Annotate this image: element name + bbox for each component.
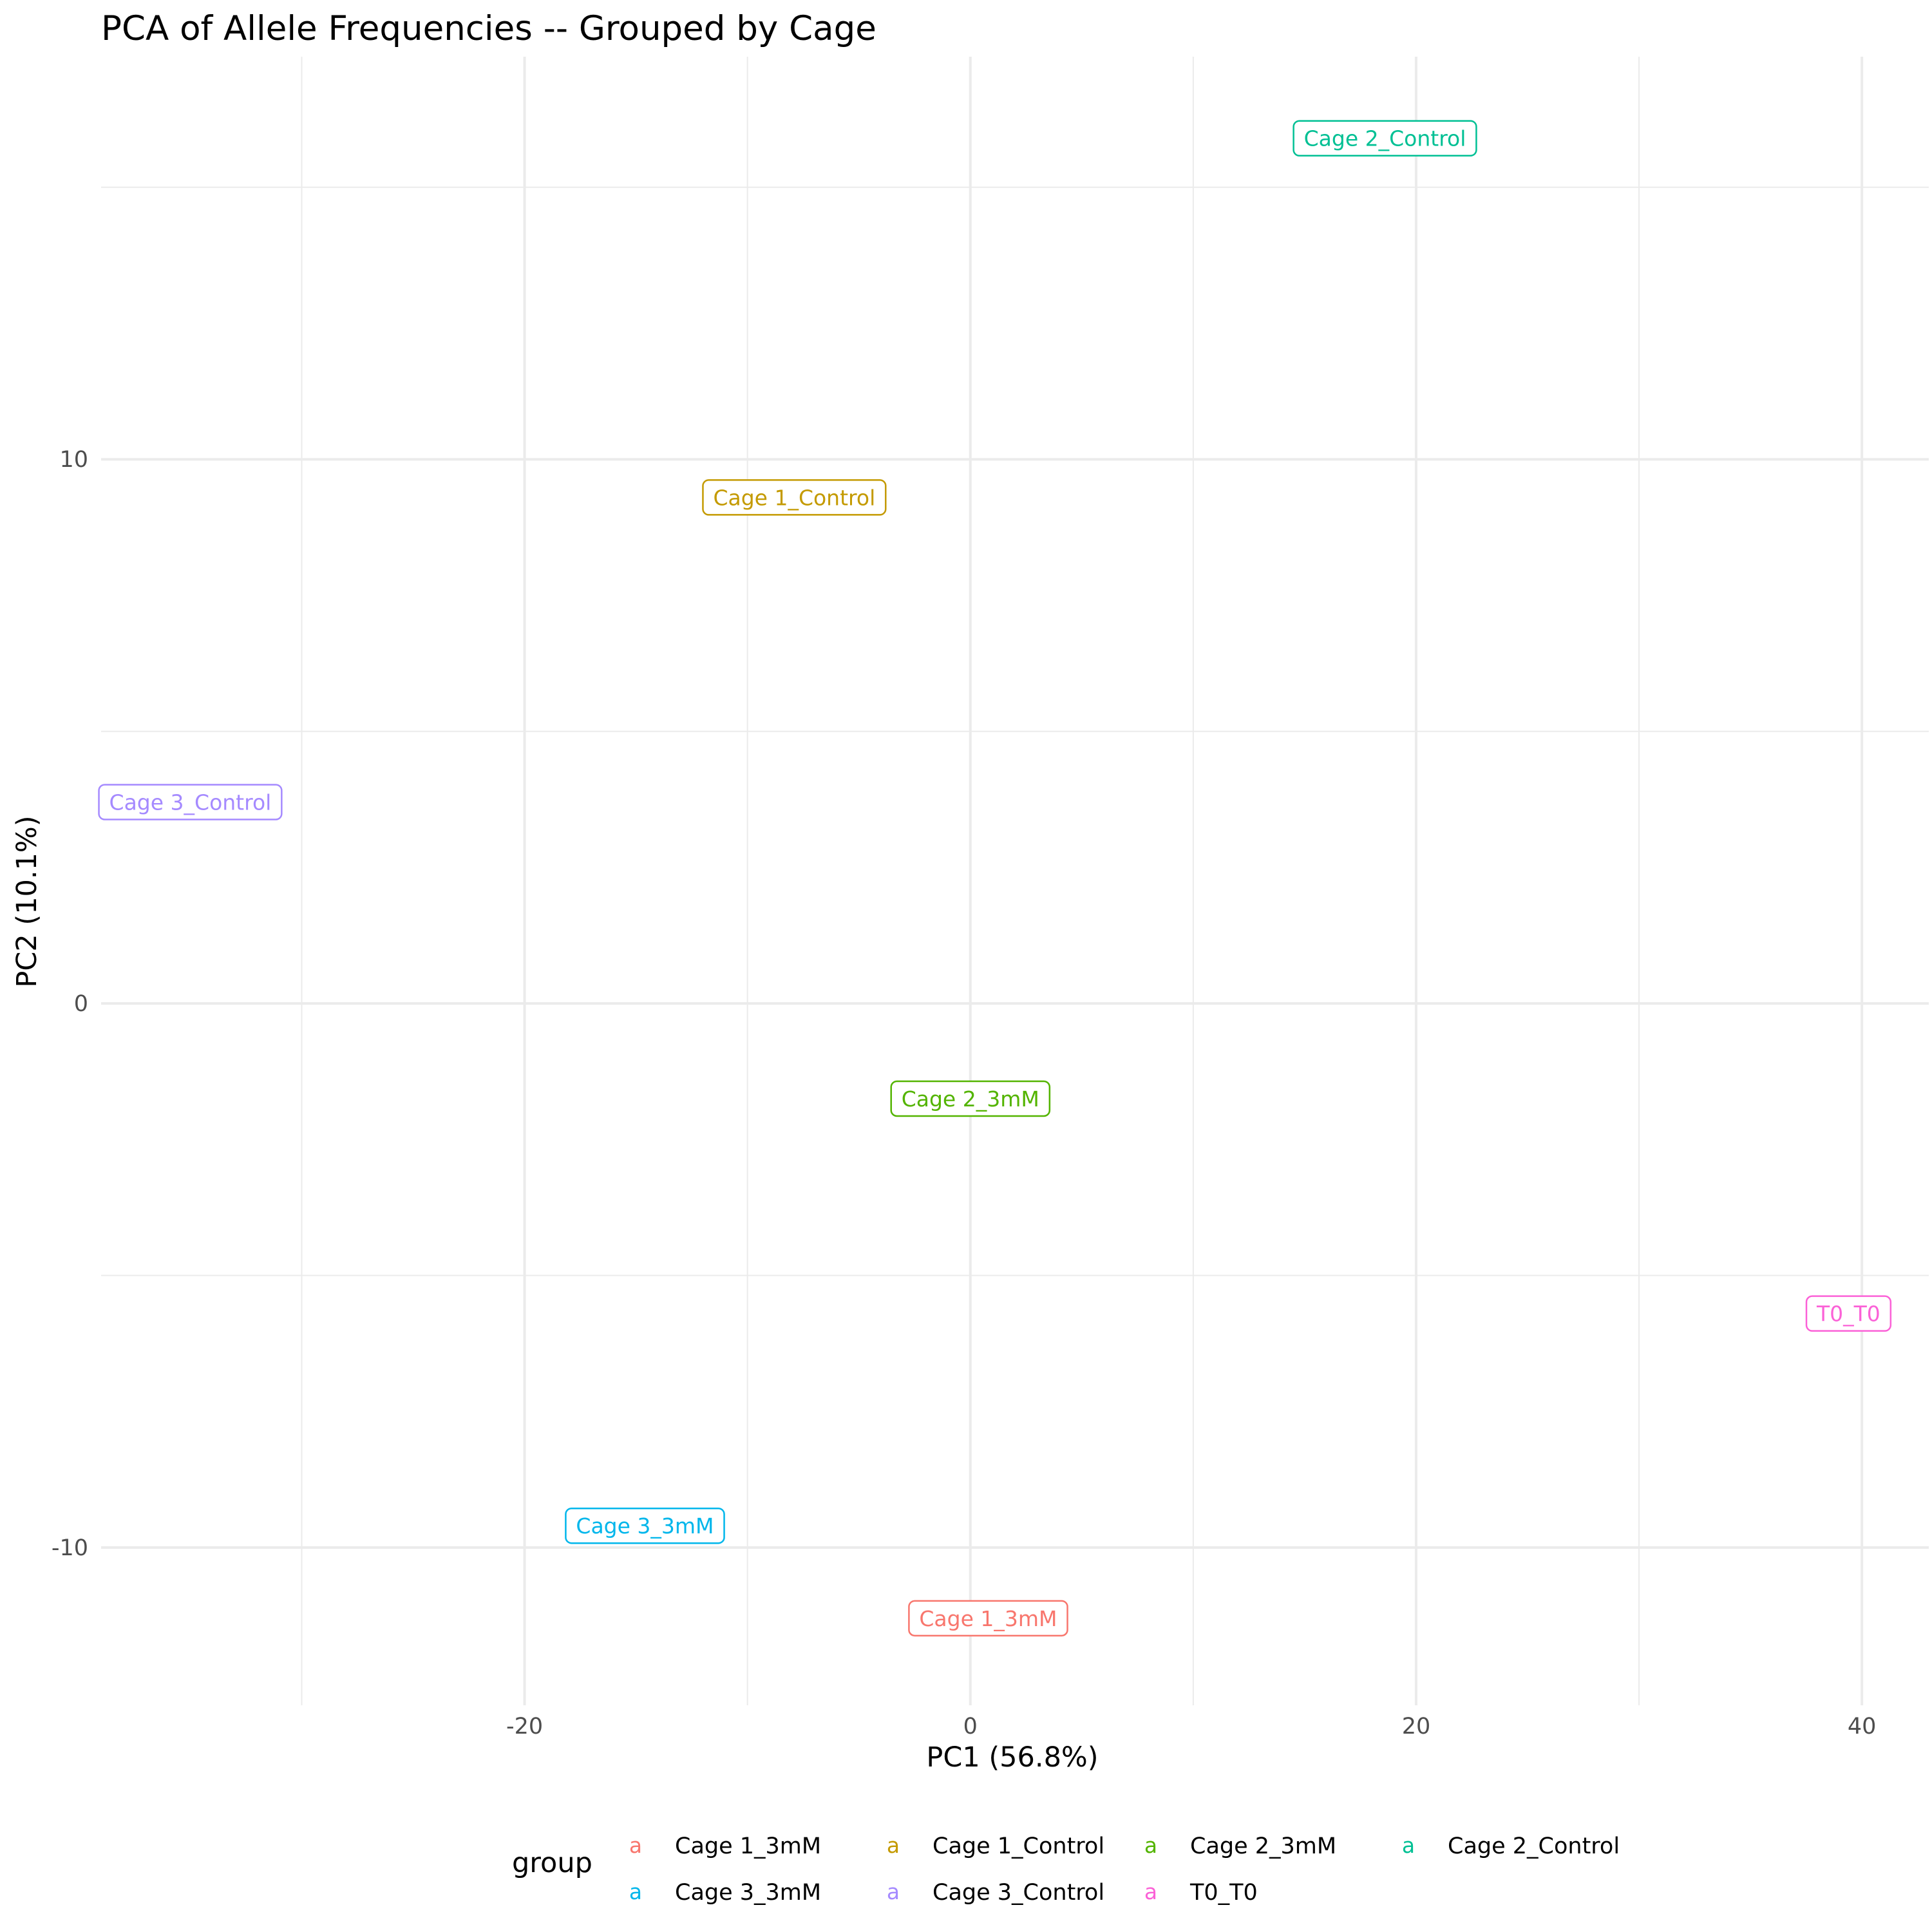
x-axis-ticks: -20 0 20 40 xyxy=(506,1714,1876,1739)
legend-item-label: Cage 2_3mM xyxy=(1190,1833,1336,1859)
label-box xyxy=(908,1600,1068,1637)
legend-item-label: Cage 1_Control xyxy=(933,1833,1104,1859)
legend-item-label: Cage 2_Control xyxy=(1448,1833,1620,1859)
y-tick-label: 0 xyxy=(74,991,88,1017)
point-label-cage-2-control: Cage 2_Control xyxy=(1293,120,1477,156)
y-tick-label: -10 xyxy=(52,1535,88,1561)
legend-item-label: Cage 3_Control xyxy=(933,1880,1104,1906)
label-box xyxy=(98,784,283,820)
legend-item-cage-3-3mm: a Cage 3_3mM xyxy=(629,1879,821,1906)
legend-key-glyph: a xyxy=(1402,1833,1415,1858)
legend-key-glyph: a xyxy=(887,1833,900,1858)
label-box xyxy=(565,1507,725,1544)
legend-item-cage-1-3mm: a Cage 1_3mM xyxy=(629,1833,821,1859)
label-text: Cage 3_3mM xyxy=(576,1513,714,1539)
legend-key-glyph: a xyxy=(1144,1833,1157,1858)
point-label-cage-3-3mm: Cage 3_3mM xyxy=(565,1507,725,1544)
label-box xyxy=(702,479,887,516)
label-box xyxy=(890,1080,1051,1117)
label-text: Cage 1_3mM xyxy=(919,1606,1057,1631)
legend-item-label: T0_T0 xyxy=(1189,1880,1258,1906)
label-text: Cage 2_3mM xyxy=(902,1086,1039,1112)
chart-title: PCA of Allele Frequencies -- Grouped by … xyxy=(101,9,876,48)
label-text: Cage 2_Control xyxy=(1304,126,1466,151)
point-label-cage-3-control: Cage 3_Control xyxy=(98,784,283,820)
legend-item-t0-t0: a T0_T0 xyxy=(1144,1879,1258,1906)
y-tick-label: 10 xyxy=(59,447,88,473)
point-label-cage-1-control: Cage 1_Control xyxy=(702,479,887,516)
label-text: T0_T0 xyxy=(1816,1302,1880,1327)
legend-key-glyph: a xyxy=(629,1833,642,1858)
legend-item-label: Cage 1_3mM xyxy=(675,1833,821,1859)
point-label-cage-2-3mm: Cage 2_3mM xyxy=(890,1080,1051,1117)
legend-item-label: Cage 3_3mM xyxy=(675,1880,821,1906)
legend-key-glyph: a xyxy=(887,1879,900,1904)
legend-item-cage-3-control: a Cage 3_Control xyxy=(887,1879,1104,1906)
y-axis-ticks: -10 0 10 xyxy=(52,447,88,1561)
label-text: Cage 3_Control xyxy=(109,790,272,815)
point-label-cage-1-3mm: Cage 1_3mM xyxy=(908,1600,1068,1637)
x-tick-label: 40 xyxy=(1848,1714,1877,1739)
legend-key-glyph: a xyxy=(629,1879,642,1904)
label-box xyxy=(1293,120,1477,156)
legend-item-cage-2-3mm: a Cage 2_3mM xyxy=(1144,1833,1336,1859)
point-labels: Cage 1_3mM Cage 1_Control Cage 2_3mM Cage 2… xyxy=(98,120,1892,1637)
point-label-t0-t0: T0_T0 xyxy=(1805,1295,1892,1332)
legend-key-glyph: a xyxy=(1144,1879,1157,1904)
label-box xyxy=(1805,1295,1892,1332)
legend: group a Cage 1_3mM a Cage 1_Control a Cage 2_… xyxy=(512,1833,1620,1906)
label-text: Cage 1_Control xyxy=(713,485,875,510)
grid xyxy=(101,57,1929,1705)
x-axis-title: PC1 (56.8%) xyxy=(926,1741,1098,1774)
x-tick-label: 20 xyxy=(1402,1714,1431,1739)
x-tick-label: -20 xyxy=(506,1714,543,1739)
y-axis-title: PC2 (10.1%) xyxy=(11,815,43,987)
legend-title: group xyxy=(512,1847,592,1879)
x-tick-label: 0 xyxy=(963,1714,978,1739)
legend-item-cage-2-control: a Cage 2_Control xyxy=(1402,1833,1620,1859)
legend-item-cage-1-control: a Cage 1_Control xyxy=(887,1833,1104,1859)
